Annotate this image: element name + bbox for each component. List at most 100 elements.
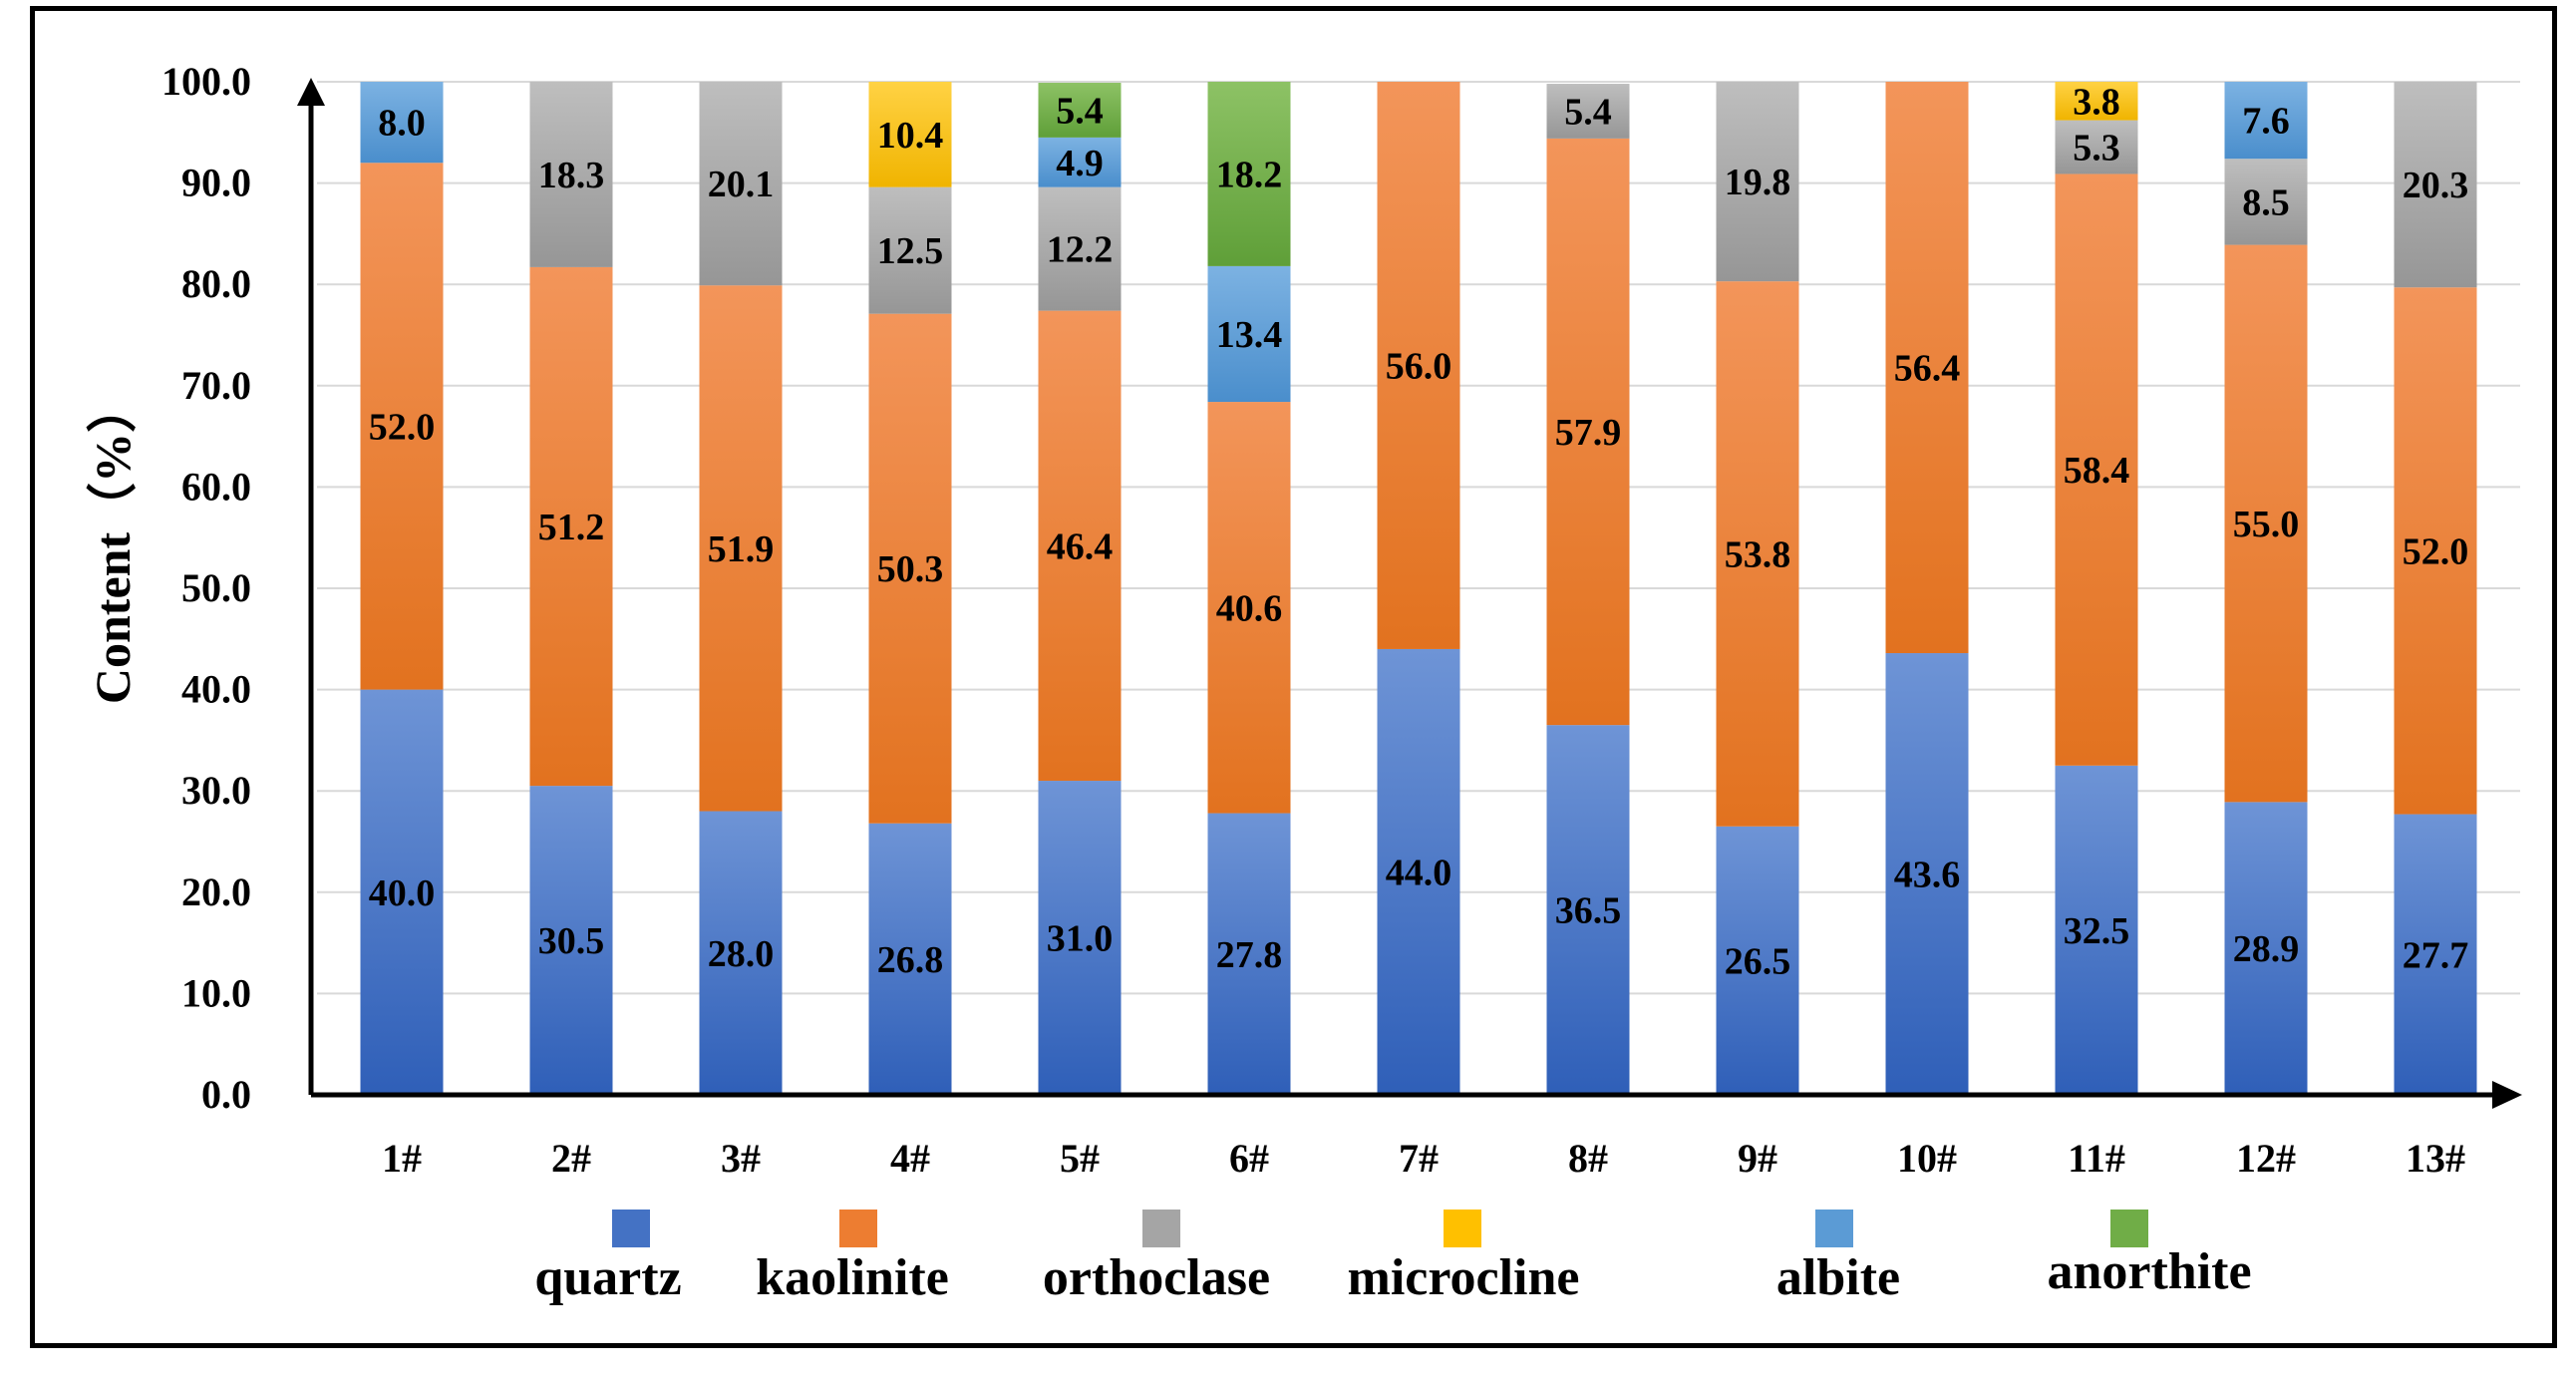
legend-label-quartz: quartz bbox=[534, 1249, 681, 1306]
y-tick-label: 100.0 bbox=[161, 59, 251, 104]
chart-frame bbox=[30, 6, 2557, 1348]
data-labels: 40.0 52.0 8.0 30.5 51.2 18.3 28.0 51.9 20.1 26.8 5… bbox=[369, 81, 2469, 982]
data-label-quartz: 32.5 bbox=[2064, 910, 2130, 952]
data-label-quartz: 27.7 bbox=[2403, 934, 2469, 976]
bar-orthoclase bbox=[2224, 159, 2308, 245]
data-label-orthoclase: 20.1 bbox=[708, 164, 775, 205]
data-label-orthoclase: 12.2 bbox=[1047, 229, 1114, 271]
data-label-kaolinite: 55.0 bbox=[2233, 504, 2300, 545]
legend-swatch-microcline bbox=[1444, 1210, 1481, 1247]
bar-quartz bbox=[2055, 765, 2138, 1095]
data-label-kaolinite: 56.0 bbox=[1386, 345, 1452, 387]
bar-kaolinite bbox=[2394, 287, 2477, 815]
data-label-orthoclase: 8.5 bbox=[2242, 181, 2290, 223]
bar-quartz bbox=[1546, 725, 1630, 1095]
bar-quartz bbox=[1377, 648, 1460, 1095]
legend-swatch-albite bbox=[1815, 1210, 1853, 1247]
x-tick-label: 10# bbox=[1897, 1136, 1957, 1181]
bar-quartz bbox=[1038, 781, 1122, 1095]
y-tick-label: 90.0 bbox=[181, 161, 251, 205]
legend-swatch-orthoclase bbox=[1142, 1210, 1180, 1247]
data-label-quartz: 27.8 bbox=[1216, 934, 1283, 976]
legend-label-anorthite: anorthite bbox=[2047, 1243, 2251, 1300]
data-label-albite: 8.0 bbox=[378, 103, 426, 145]
data-label-orthoclase: 5.3 bbox=[2073, 128, 2120, 170]
data-label-quartz: 30.5 bbox=[538, 920, 605, 962]
data-label-quartz: 28.0 bbox=[708, 933, 775, 975]
x-tick-label: 9# bbox=[1738, 1136, 1777, 1181]
bar-kaolinite bbox=[1546, 138, 1630, 726]
bar-quartz bbox=[1207, 813, 1291, 1095]
bar-kaolinite bbox=[868, 313, 952, 824]
data-label-kaolinite: 51.9 bbox=[708, 528, 775, 570]
data-label-quartz: 44.0 bbox=[1386, 852, 1452, 893]
bar-kaolinite bbox=[699, 285, 783, 812]
data-label-orthoclase: 19.8 bbox=[1725, 162, 1791, 203]
y-tick-label: 10.0 bbox=[181, 970, 251, 1015]
data-label-anorthite: 18.2 bbox=[1216, 154, 1283, 195]
x-tick-label: 7# bbox=[1399, 1136, 1439, 1181]
bar-orthoclase bbox=[2394, 82, 2477, 288]
data-label-quartz: 26.8 bbox=[877, 939, 944, 981]
data-label-kaolinite: 50.3 bbox=[877, 548, 944, 590]
data-label-orthoclase: 20.3 bbox=[2403, 165, 2469, 206]
bar-albite bbox=[360, 82, 444, 164]
x-tick-label: 12# bbox=[2236, 1136, 2296, 1181]
legend-swatch-quartz bbox=[612, 1210, 650, 1247]
bar-quartz bbox=[360, 689, 444, 1095]
bar-orthoclase bbox=[868, 186, 952, 314]
data-label-quartz: 43.6 bbox=[1894, 855, 1961, 896]
x-tick-label: 8# bbox=[1568, 1136, 1608, 1181]
legend-label-albite: albite bbox=[1776, 1249, 1900, 1306]
legend-swatch-kaolinite bbox=[839, 1210, 877, 1247]
x-tick-labels: 1# 2# 3# 4# 5# 6# 7# 8# 9# 10# 11# 12# 13# bbox=[382, 1136, 2465, 1181]
x-tick-label: 13# bbox=[2406, 1136, 2465, 1181]
y-tick-labels: 0.0 10.0 20.0 30.0 40.0 50.0 60.0 70.0 80.0 90.0 1… bbox=[161, 59, 251, 1117]
data-label-kaolinite: 56.4 bbox=[1894, 348, 1961, 390]
data-label-quartz: 26.5 bbox=[1725, 940, 1791, 982]
legend-swatch-anorthite bbox=[2110, 1210, 2148, 1247]
bar-quartz bbox=[2224, 802, 2308, 1095]
y-axis-label: Content（%） bbox=[85, 383, 141, 704]
data-label-quartz: 36.5 bbox=[1555, 890, 1622, 932]
bar-kaolinite bbox=[2055, 173, 2138, 766]
y-tick-label: 70.0 bbox=[181, 363, 251, 408]
x-tick-label: 6# bbox=[1229, 1136, 1269, 1181]
legend-label-microcline: microcline bbox=[1348, 1249, 1580, 1306]
bar-albite bbox=[1207, 265, 1291, 403]
bar-kaolinite bbox=[2224, 244, 2308, 803]
x-tick-label: 1# bbox=[382, 1136, 422, 1181]
data-label-orthoclase: 12.5 bbox=[877, 230, 944, 272]
data-label-orthoclase: 5.4 bbox=[1564, 91, 1612, 133]
data-label-kaolinite: 58.4 bbox=[2064, 450, 2130, 492]
data-label-kaolinite: 46.4 bbox=[1047, 525, 1114, 567]
bar-orthoclase bbox=[1038, 186, 1122, 311]
bar-quartz bbox=[1885, 653, 1969, 1095]
data-label-kaolinite: 57.9 bbox=[1555, 412, 1622, 454]
bar-kaolinite bbox=[1716, 281, 1799, 827]
y-tick-label: 0.0 bbox=[201, 1072, 251, 1117]
x-axis-arrow bbox=[2492, 1081, 2522, 1109]
y-tick-label: 60.0 bbox=[181, 464, 251, 509]
data-label-kaolinite: 53.8 bbox=[1725, 533, 1791, 575]
data-label-kaolinite: 52.0 bbox=[2403, 530, 2469, 572]
bar-kaolinite bbox=[1207, 402, 1291, 814]
x-tick-label: 4# bbox=[890, 1136, 930, 1181]
data-label-albite: 13.4 bbox=[1216, 314, 1283, 356]
bar-orthoclase bbox=[529, 82, 613, 267]
data-label-quartz: 28.9 bbox=[2233, 928, 2300, 970]
bar-orthoclase bbox=[1546, 84, 1630, 139]
data-label-orthoclase: 18.3 bbox=[538, 155, 605, 196]
bar-microcline bbox=[2055, 82, 2138, 121]
x-tick-label: 2# bbox=[551, 1136, 591, 1181]
data-label-anorthite: 5.4 bbox=[1056, 90, 1104, 132]
data-label-microcline: 3.8 bbox=[2073, 81, 2120, 123]
bar-quartz bbox=[529, 786, 613, 1095]
x-tick-label: 3# bbox=[721, 1136, 761, 1181]
bar-anorthite bbox=[1207, 82, 1291, 266]
y-tick-label: 50.0 bbox=[181, 565, 251, 610]
y-axis-arrow bbox=[297, 78, 325, 106]
axes bbox=[297, 78, 2522, 1109]
bar-orthoclase bbox=[2055, 120, 2138, 174]
y-tick-label: 20.0 bbox=[181, 869, 251, 914]
